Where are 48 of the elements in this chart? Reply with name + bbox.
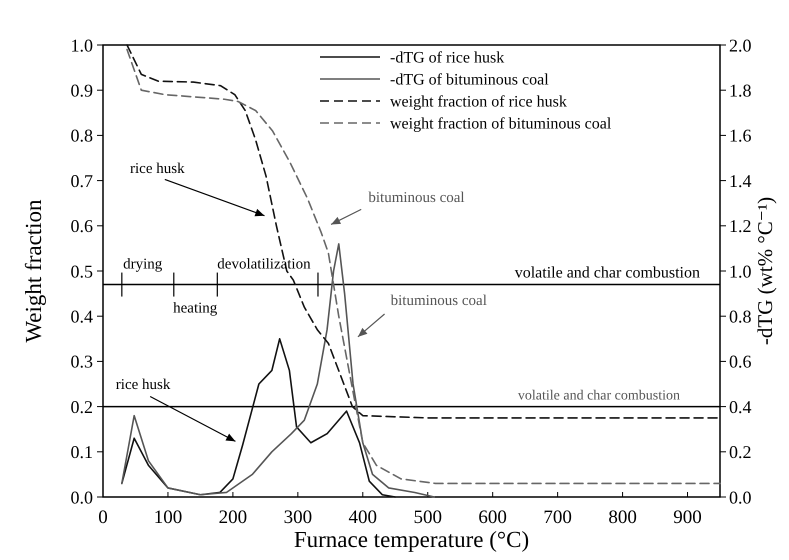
ref-line-label: volatile and char combustion — [518, 388, 680, 404]
legend-label: weight fraction of rice husk — [390, 94, 567, 111]
x-tick-label: 300 — [284, 507, 312, 528]
y-tick-label: 0.6 — [70, 216, 93, 236]
legend-label: -dTG of bituminous coal — [390, 72, 550, 89]
y-tick-label: 0.1 — [70, 442, 93, 462]
y2-tick-label: 0.8 — [729, 306, 752, 326]
y2-tick-label: 1.2 — [729, 216, 752, 236]
x-tick-label: 600 — [478, 507, 507, 528]
y2-tick-label: 1.0 — [729, 261, 752, 282]
annotation: heating — [173, 300, 218, 317]
x-tick-label: 900 — [673, 507, 702, 528]
annotation: bituminous coal — [390, 292, 487, 309]
legend-label: weight fraction of bituminous coal — [390, 116, 612, 133]
x-tick-label: 500 — [413, 507, 442, 528]
legend-label: -dTG of rice husk — [390, 50, 504, 67]
x-axis-title: Furnace temperature (°C) — [294, 527, 530, 552]
x-tick-label: 0 — [98, 507, 108, 528]
x-tick-label: 100 — [154, 507, 182, 528]
y-tick-label: 0.9 — [70, 80, 93, 100]
annotation: rice husk — [130, 160, 186, 177]
annotation: rice husk — [116, 376, 171, 393]
annotation: drying — [123, 256, 163, 273]
y-axis-title: Weight fraction — [21, 198, 46, 343]
y2-tick-label: 2.0 — [729, 35, 752, 56]
ref-line-label: volatile and char combustion — [514, 264, 700, 282]
x-tick-label: 700 — [543, 507, 572, 528]
y2-tick-label: 0.2 — [729, 442, 752, 462]
y-tick-label: 1.0 — [70, 35, 93, 56]
y2-tick-label: 1.4 — [729, 170, 752, 191]
y2-tick-label: 0.6 — [729, 352, 752, 372]
x-tick-label: 400 — [348, 507, 378, 528]
y-tick-label: 0.3 — [70, 352, 93, 372]
y2-tick-label: 1.8 — [729, 80, 752, 100]
y-tick-label: 0.2 — [70, 396, 93, 417]
y2-tick-label: 1.6 — [729, 126, 752, 146]
y-tick-label: 0.8 — [70, 126, 93, 146]
y-tick-label: 0.5 — [70, 261, 93, 282]
y2-axis-title: -dTG (wt% °C⁻¹) — [753, 196, 777, 346]
x-tick-label: 200 — [218, 507, 248, 528]
annotation: devolatilization — [217, 256, 312, 273]
y-tick-label: 0.4 — [70, 306, 93, 326]
y-tick-label: 0.0 — [70, 487, 93, 508]
annotation: bituminous coal — [368, 190, 465, 206]
y-tick-label: 0.7 — [70, 170, 93, 191]
y2-tick-label: 0.4 — [729, 396, 752, 417]
y2-tick-label: 0.0 — [729, 487, 752, 508]
x-tick-label: 800 — [608, 507, 637, 528]
